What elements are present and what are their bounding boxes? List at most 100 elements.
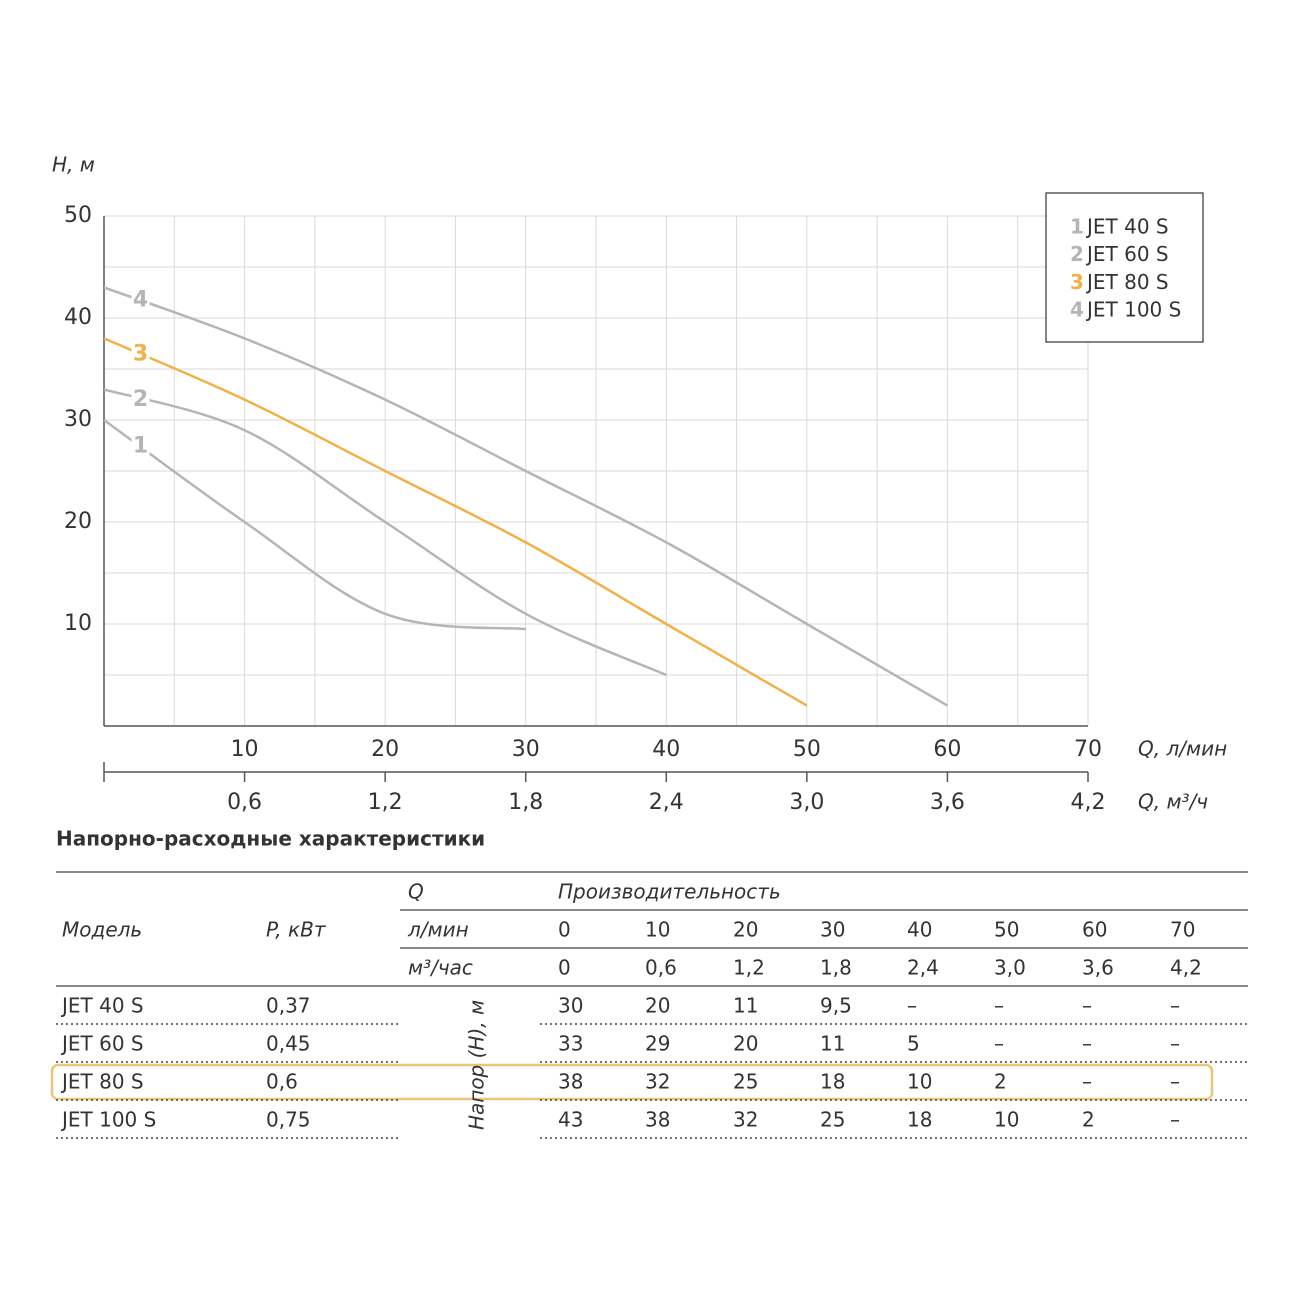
table-cell: – xyxy=(1170,1070,1180,1094)
table-cell: 9,5 xyxy=(820,994,852,1018)
header-cell: Модель xyxy=(62,918,142,942)
table-cell: 18 xyxy=(820,1070,845,1094)
table-cell: 2 xyxy=(1082,1108,1095,1132)
x2-tick-label: 3,6 xyxy=(930,790,965,815)
head-label: Напор (Н), м xyxy=(465,1000,489,1130)
line xyxy=(103,418,526,631)
header-cell: Производительность xyxy=(558,880,781,904)
table-cell: 10 xyxy=(907,1070,932,1094)
curve-label: 4 xyxy=(133,288,148,313)
header-cell: 3,0 xyxy=(994,956,1026,980)
y-tick-label: 10 xyxy=(64,611,92,636)
table-cell: JET 40 S xyxy=(60,994,144,1018)
header-cell: 0 xyxy=(558,956,571,980)
curve-label-bg xyxy=(131,342,150,367)
legend-number: 1 xyxy=(1070,215,1084,239)
table-cell: – xyxy=(1170,994,1180,1018)
table-cell: JET 60 S xyxy=(60,1032,144,1056)
table-cell: JET 80 S xyxy=(60,1070,144,1094)
table-title: Напорно-расходные характеристики xyxy=(56,827,485,851)
header-cell: Q xyxy=(408,880,424,904)
table-cell: – xyxy=(907,994,917,1018)
table-cell: 32 xyxy=(733,1108,758,1132)
x2-tick-label: 1,8 xyxy=(508,790,543,815)
x2-tick-label: 4,2 xyxy=(1071,790,1106,815)
x2-axis-title: Q, м³/ч xyxy=(1138,790,1208,814)
y-tick-label: 20 xyxy=(64,509,92,534)
table-cell: 0,37 xyxy=(266,994,311,1018)
line xyxy=(103,337,808,707)
table-cell: 0,45 xyxy=(266,1032,311,1056)
table-cell: 11 xyxy=(733,994,758,1018)
table-cell: 25 xyxy=(820,1108,845,1132)
y-tick-label: 40 xyxy=(64,305,92,330)
table-cell: – xyxy=(1170,1108,1180,1132)
legend-label: JET 60 S xyxy=(1085,242,1169,266)
legend-number: 2 xyxy=(1070,242,1084,266)
header-cell: 10 xyxy=(645,918,670,942)
table-cell: – xyxy=(994,1032,1004,1056)
table-cell: 38 xyxy=(645,1108,670,1132)
table-cell: 5 xyxy=(907,1032,920,1056)
header-cell: м³/час xyxy=(408,956,473,980)
x-tick-label: 50 xyxy=(793,737,821,762)
table-cell: 0,6 xyxy=(266,1070,298,1094)
header-cell: 0 xyxy=(558,918,571,942)
table-cell: – xyxy=(994,994,1004,1018)
y-tick-label: 30 xyxy=(64,407,92,432)
legend-box xyxy=(1045,192,1204,343)
table-cell: 10 xyxy=(994,1108,1019,1132)
x-axis-title: Q, л/мин xyxy=(1138,737,1227,761)
table-cell: – xyxy=(1082,994,1092,1018)
table-cell: 38 xyxy=(558,1070,583,1094)
table-cell: 18 xyxy=(907,1108,932,1132)
table-cell: 20 xyxy=(733,1032,758,1056)
x-tick-label: 60 xyxy=(933,737,961,762)
curve-label: 1 xyxy=(133,434,148,459)
header-cell: 3,6 xyxy=(1082,956,1114,980)
curve-label: 2 xyxy=(133,387,148,412)
x-tick-label: 40 xyxy=(652,737,680,762)
x-tick-label: 70 xyxy=(1074,737,1102,762)
x2-tick-label: 2,4 xyxy=(649,790,684,815)
x-tick-label: 20 xyxy=(371,737,399,762)
y-tick-label: 50 xyxy=(64,203,92,228)
table-cell: 2 xyxy=(994,1070,1007,1094)
header-cell: P, кВт xyxy=(266,918,327,942)
header-cell: 60 xyxy=(1082,918,1107,942)
x-tick-label: 10 xyxy=(231,737,259,762)
legend-label: JET 40 S xyxy=(1085,215,1169,239)
curve-label-bg xyxy=(131,388,150,413)
header-cell: 50 xyxy=(994,918,1019,942)
table-cell: 11 xyxy=(820,1032,845,1056)
header-cell: 1,2 xyxy=(733,956,765,980)
table-cell: – xyxy=(1082,1032,1092,1056)
x2-tick-label: 1,2 xyxy=(368,790,403,815)
x2-tick-label: 3,0 xyxy=(789,790,824,815)
header-cell: 40 xyxy=(907,918,932,942)
table-cell: 30 xyxy=(558,994,583,1018)
curve-label: 3 xyxy=(133,341,148,366)
header-cell: 1,8 xyxy=(820,956,852,980)
curve-label-bg xyxy=(131,288,150,313)
table-cell: 25 xyxy=(733,1070,758,1094)
header-cell: 4,2 xyxy=(1170,956,1202,980)
table-cell: – xyxy=(1170,1032,1180,1056)
table-cell: 29 xyxy=(645,1032,670,1056)
x-tick-label: 30 xyxy=(512,737,540,762)
legend-label: JET 100 S xyxy=(1085,298,1181,322)
legend-number: 4 xyxy=(1070,298,1084,322)
table-cell: 32 xyxy=(645,1070,670,1094)
table-cell: – xyxy=(1082,1070,1092,1094)
line xyxy=(103,286,949,707)
header-cell: 20 xyxy=(733,918,758,942)
curve-label-bg xyxy=(131,434,150,459)
x2-tick-label: 0,6 xyxy=(227,790,262,815)
header-cell: 0,6 xyxy=(645,956,677,980)
row-highlight xyxy=(50,1063,1214,1101)
table-cell: 33 xyxy=(558,1032,583,1056)
table-cell: 0,75 xyxy=(266,1108,311,1132)
legend-label: JET 80 S xyxy=(1085,270,1169,294)
